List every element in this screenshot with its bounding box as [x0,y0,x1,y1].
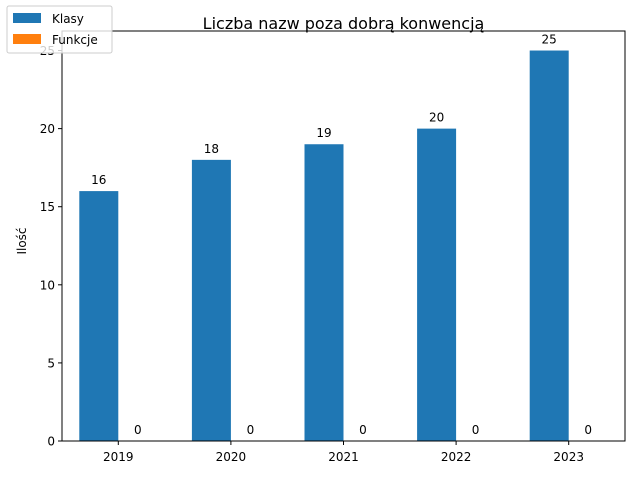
y-axis-label: Ilość [15,227,29,254]
legend-label-funkcje: Funkcje [52,33,98,47]
plot-area: 0510152025201916020201802021190202220020… [40,33,592,464]
x-tick-label: 2021 [328,450,359,464]
data-label-funkcje-2020: 0 [247,423,255,437]
x-tick-label: 2020 [216,450,247,464]
y-tick-label: 15 [40,200,55,214]
x-tick-label: 2023 [553,450,584,464]
legend: Klasy Funkcje [6,5,113,54]
y-tick-label: 10 [40,278,55,292]
y-tick-label: 20 [40,122,55,136]
bar-klasy-2019 [79,191,119,441]
data-label-klasy-2020: 18 [204,142,219,156]
data-label-klasy-2019: 16 [91,173,106,187]
bar-klasy-2022 [417,128,457,441]
chart-title: Liczba nazw poza dobrą konwencją [203,14,485,33]
data-label-funkcje-2022: 0 [472,423,480,437]
x-tick-label: 2022 [441,450,472,464]
data-label-funkcje-2023: 0 [584,423,592,437]
bar-klasy-2023 [529,50,569,442]
axes-frame [61,30,626,442]
y-tick-label: 5 [47,356,55,370]
legend-label-klasy: Klasy [52,12,84,26]
bar-klasy-2021 [304,144,344,441]
legend-swatch-klasy [13,13,41,23]
data-label-funkcje-2021: 0 [359,423,367,437]
data-label-klasy-2021: 19 [316,126,331,140]
legend-swatch-funkcje [13,34,41,44]
data-label-funkcje-2019: 0 [134,423,142,437]
bar-klasy-2020 [191,159,231,441]
data-label-klasy-2023: 25 [542,33,557,47]
y-tick-label: 0 [47,435,55,449]
data-label-klasy-2022: 20 [429,111,444,125]
x-tick-label: 2019 [103,450,134,464]
